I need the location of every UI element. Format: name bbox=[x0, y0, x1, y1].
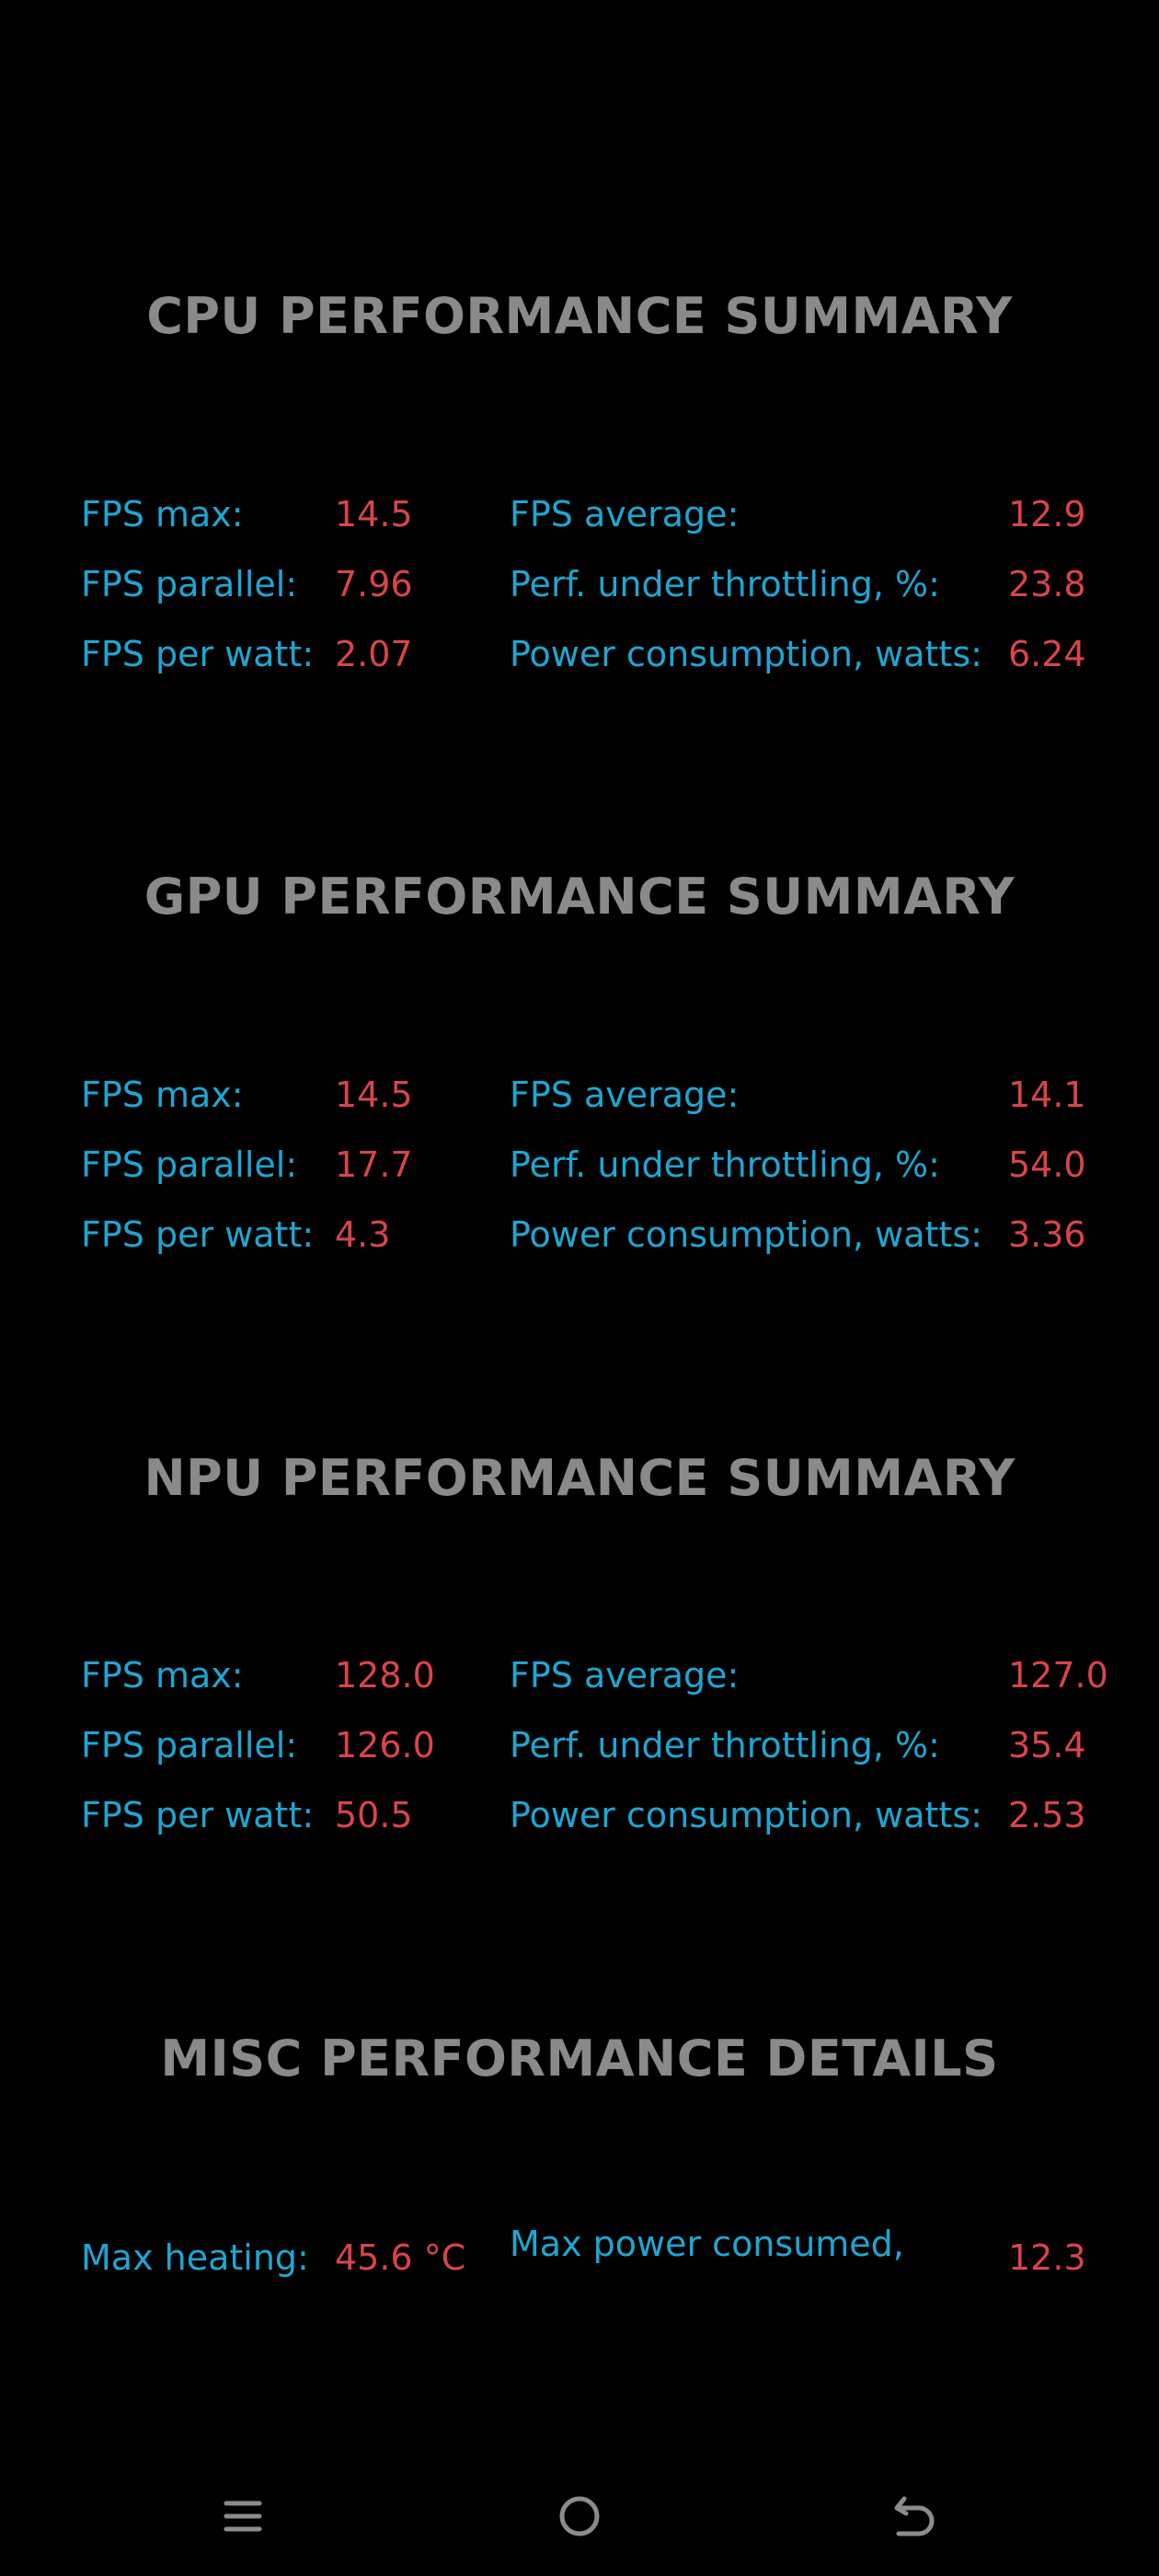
cpu-section-title: CPU PERFORMANCE SUMMARY bbox=[146, 287, 1013, 345]
misc-row-1: Max heating: 45.6 °C Max power consumed,… bbox=[0, 2224, 1159, 2291]
cpu-throttling-label: Perf. under throttling, %: bbox=[510, 564, 940, 604]
max-power-consumed-value: 12.3 bbox=[1008, 2237, 1086, 2278]
cpu-row-2: FPS parallel: 7.96 Perf. under throttlin… bbox=[0, 562, 1159, 617]
max-heating-label: Max heating: bbox=[81, 2237, 309, 2278]
cpu-fps-average-label: FPS average: bbox=[510, 494, 740, 535]
npu-fps-average-value: 127.0 bbox=[1008, 1655, 1108, 1696]
npu-throttling-label: Perf. under throttling, %: bbox=[510, 1725, 940, 1765]
back-button[interactable] bbox=[878, 2484, 952, 2548]
cpu-row-1: FPS max: 14.5 FPS average: 12.9 bbox=[0, 492, 1159, 547]
npu-power-value: 2.53 bbox=[1008, 1795, 1086, 1835]
system-navigation-bar bbox=[0, 2466, 1159, 2567]
cpu-fps-per-watt-value: 2.07 bbox=[335, 634, 413, 674]
cpu-fps-parallel-value: 7.96 bbox=[335, 564, 413, 604]
cpu-row-3: FPS per watt: 2.07 Power consumption, wa… bbox=[0, 632, 1159, 687]
gpu-fps-max-value: 14.5 bbox=[335, 1075, 413, 1115]
gpu-fps-per-watt-label: FPS per watt: bbox=[81, 1214, 315, 1255]
npu-throttling-value: 35.4 bbox=[1008, 1725, 1086, 1765]
cpu-power-label: Power consumption, watts: bbox=[510, 634, 982, 674]
npu-fps-parallel-value: 126.0 bbox=[335, 1725, 435, 1765]
gpu-fps-parallel-label: FPS parallel: bbox=[81, 1144, 298, 1185]
back-icon bbox=[894, 2496, 935, 2536]
gpu-power-label: Power consumption, watts: bbox=[510, 1214, 982, 1255]
cpu-fps-max-label: FPS max: bbox=[81, 494, 244, 535]
misc-section-title: MISC PERFORMANCE DETAILS bbox=[160, 2030, 999, 2087]
npu-row-2: FPS parallel: 126.0 Perf. under throttli… bbox=[0, 1723, 1159, 1778]
home-button[interactable] bbox=[543, 2484, 616, 2548]
gpu-throttling-label: Perf. under throttling, %: bbox=[510, 1144, 940, 1185]
cpu-fps-parallel-label: FPS parallel: bbox=[81, 564, 298, 604]
gpu-row-1: FPS max: 14.5 FPS average: 14.1 bbox=[0, 1073, 1159, 1128]
npu-fps-parallel-label: FPS parallel: bbox=[81, 1725, 298, 1765]
gpu-fps-average-value: 14.1 bbox=[1008, 1075, 1086, 1115]
gpu-fps-parallel-value: 17.7 bbox=[335, 1144, 413, 1185]
npu-fps-max-value: 128.0 bbox=[335, 1655, 435, 1696]
menu-icon bbox=[224, 2501, 262, 2532]
npu-row-1: FPS max: 128.0 FPS average: 127.0 bbox=[0, 1653, 1159, 1708]
npu-power-label: Power consumption, watts: bbox=[510, 1795, 982, 1835]
cpu-fps-max-value: 14.5 bbox=[335, 494, 413, 535]
npu-section-title: NPU PERFORMANCE SUMMARY bbox=[143, 1449, 1016, 1507]
cpu-fps-per-watt-label: FPS per watt: bbox=[81, 634, 315, 674]
menu-button[interactable] bbox=[206, 2484, 280, 2548]
cpu-throttling-value: 23.8 bbox=[1008, 564, 1086, 604]
npu-row-3: FPS per watt: 50.5 Power consumption, wa… bbox=[0, 1793, 1159, 1848]
home-icon bbox=[559, 2496, 600, 2536]
max-power-consumed-label: Max power consumed, watts: bbox=[510, 2224, 904, 2267]
gpu-row-3: FPS per watt: 4.3 Power consumption, wat… bbox=[0, 1213, 1159, 1268]
gpu-fps-average-label: FPS average: bbox=[510, 1075, 740, 1115]
gpu-section-title: GPU PERFORMANCE SUMMARY bbox=[143, 868, 1016, 926]
npu-fps-max-label: FPS max: bbox=[81, 1655, 244, 1696]
npu-fps-average-label: FPS average: bbox=[510, 1655, 740, 1696]
gpu-fps-max-label: FPS max: bbox=[81, 1075, 244, 1115]
cpu-power-value: 6.24 bbox=[1008, 634, 1086, 674]
gpu-fps-per-watt-value: 4.3 bbox=[335, 1214, 391, 1255]
npu-fps-per-watt-value: 50.5 bbox=[335, 1795, 413, 1835]
gpu-throttling-value: 54.0 bbox=[1008, 1144, 1086, 1185]
gpu-power-value: 3.36 bbox=[1008, 1214, 1086, 1255]
gpu-row-2: FPS parallel: 17.7 Perf. under throttlin… bbox=[0, 1143, 1159, 1198]
cpu-fps-average-value: 12.9 bbox=[1008, 494, 1086, 535]
npu-fps-per-watt-label: FPS per watt: bbox=[81, 1795, 315, 1835]
max-heating-value: 45.6 °C bbox=[335, 2237, 466, 2278]
